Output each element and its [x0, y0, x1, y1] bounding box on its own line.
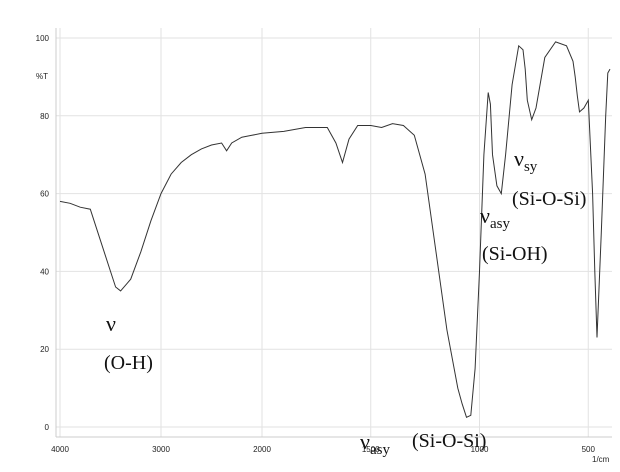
- y-tick-label: 80: [40, 112, 49, 121]
- y-tick-label: 40: [40, 267, 49, 276]
- annotation-sy-sios-sub: sy: [524, 159, 538, 175]
- annotation-asy-sioh-symbol: ν: [480, 203, 490, 228]
- annotation-oh: ν (O-H): [104, 311, 153, 374]
- spectrum-line: [59, 41, 611, 418]
- y-tick-label: 60: [40, 190, 49, 199]
- svg-text:νsy: νsy: [514, 146, 538, 175]
- x-tick-label: 500: [582, 445, 596, 454]
- annotation-asy-sioh-sub: asy: [490, 216, 510, 232]
- y-tick-labels: 100 80 60 40 20 0: [36, 34, 50, 432]
- axes: [55, 28, 612, 438]
- annotation-sy-sios-symbol: ν: [514, 146, 524, 171]
- x-tick-label: 1000: [471, 445, 489, 454]
- annotation-asy-sios-group: (Si-O-Si): [412, 430, 486, 452]
- svg-text:νasy: νasy: [480, 203, 510, 232]
- annotation-sy-sios: νsy (Si-O-Si): [512, 146, 586, 210]
- annotation-oh-symbol: ν: [106, 311, 116, 336]
- grid-lines: [56, 28, 612, 437]
- x-tick-label: 4000: [51, 445, 69, 454]
- y-tick-label: 20: [40, 345, 49, 354]
- svg-text:νasy: νasy: [360, 429, 390, 458]
- annotation-asy-sioh: νasy (Si-OH): [480, 203, 548, 265]
- svg-text:ν: ν: [106, 311, 116, 336]
- annotation-oh-group: (O-H): [104, 352, 153, 374]
- x-tick-label: 2000: [253, 445, 271, 454]
- y-tick-label: 100: [36, 34, 50, 43]
- annotation-sy-sios-group: (Si-O-Si): [512, 188, 586, 210]
- annotation-asy-sios-symbol: ν: [360, 429, 370, 454]
- y-axis-label: %T: [36, 72, 48, 81]
- y-tick-label: 0: [45, 423, 50, 432]
- annotation-asy-sios-sub: asy: [370, 442, 390, 458]
- x-tick-label: 1500: [362, 445, 380, 454]
- x-unit-label: 1/cm: [592, 455, 610, 464]
- annotation-asy-sioh-group: (Si-OH): [482, 243, 548, 265]
- x-tick-labels: 4000 3000 2000 1500 1000 500: [51, 445, 595, 454]
- x-tick-label: 3000: [152, 445, 170, 454]
- annotation-asy-sios: νasy (Si-O-Si): [360, 429, 486, 458]
